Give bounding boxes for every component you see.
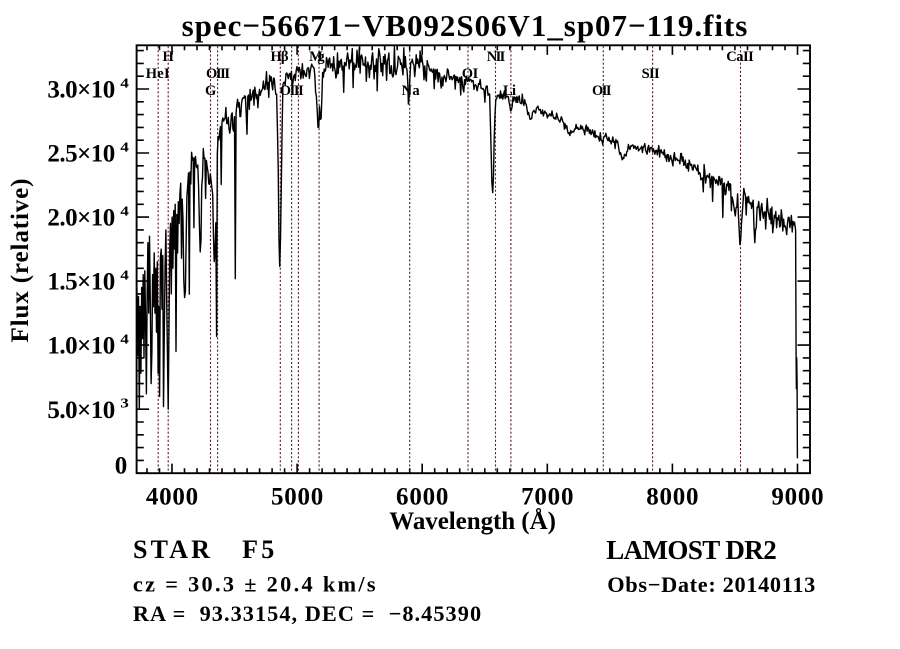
svg-text:6000: 6000 (396, 484, 448, 511)
svg-text:OIII: OIII (206, 66, 230, 82)
svg-text:cz = 30.3 ± 20.4 km/s: cz = 30.3 ± 20.4 km/s (133, 572, 376, 597)
svg-text:G: G (205, 83, 216, 99)
svg-text:Wavelength (Å): Wavelength (Å) (389, 507, 556, 535)
svg-text:5000: 5000 (271, 484, 323, 511)
svg-text:Mg: Mg (309, 49, 325, 65)
svg-text:Flux (relative): Flux (relative) (7, 179, 34, 343)
svg-text:8000: 8000 (646, 484, 698, 511)
svg-text:Li: Li (503, 83, 516, 99)
svg-text:NII: NII (487, 49, 506, 65)
svg-text:4: 4 (120, 333, 129, 348)
svg-text:3: 3 (120, 397, 129, 412)
svg-text:4: 4 (120, 205, 129, 220)
svg-text:0: 0 (115, 453, 128, 480)
svg-text:2.0×10: 2.0×10 (47, 205, 115, 232)
svg-text:4: 4 (120, 269, 129, 284)
svg-text:1.0×10: 1.0×10 (47, 333, 115, 360)
svg-text:Obs−Date: 20140113: Obs−Date: 20140113 (607, 572, 815, 597)
svg-text:RA = 93.33154, DEC = −8.4539: RA = 93.33154, DEC = −8.45390 (133, 601, 481, 626)
svg-text:HeI: HeI (146, 66, 170, 82)
svg-text:9000: 9000 (771, 484, 823, 511)
svg-text:1.5×10: 1.5×10 (47, 269, 115, 296)
svg-text:Hβ: Hβ (271, 49, 289, 65)
svg-text:3.0×10: 3.0×10 (47, 77, 115, 104)
svg-text:SII: SII (642, 66, 660, 82)
svg-text:4: 4 (120, 76, 129, 91)
svg-text:LAMOST DR2: LAMOST DR2 (606, 535, 777, 565)
svg-text:2.5×10: 2.5×10 (47, 141, 115, 168)
svg-text:OIII: OIII (280, 83, 304, 99)
svg-text:OII: OII (592, 83, 612, 99)
svg-text:4000: 4000 (146, 484, 198, 511)
svg-text:STAR F5: STAR F5 (133, 535, 274, 564)
svg-text:7000: 7000 (521, 484, 573, 511)
svg-text:CaII: CaII (726, 49, 754, 65)
svg-text:5.0×10: 5.0×10 (47, 397, 115, 424)
svg-text:4: 4 (120, 140, 129, 155)
svg-text:H: H (163, 49, 175, 65)
svg-text:OI: OI (462, 66, 479, 82)
svg-text:Na: Na (402, 83, 421, 99)
svg-text:spec−56671−VB092S06V1_sp07−119: spec−56671−VB092S06V1_sp07−119.fits (182, 8, 748, 43)
